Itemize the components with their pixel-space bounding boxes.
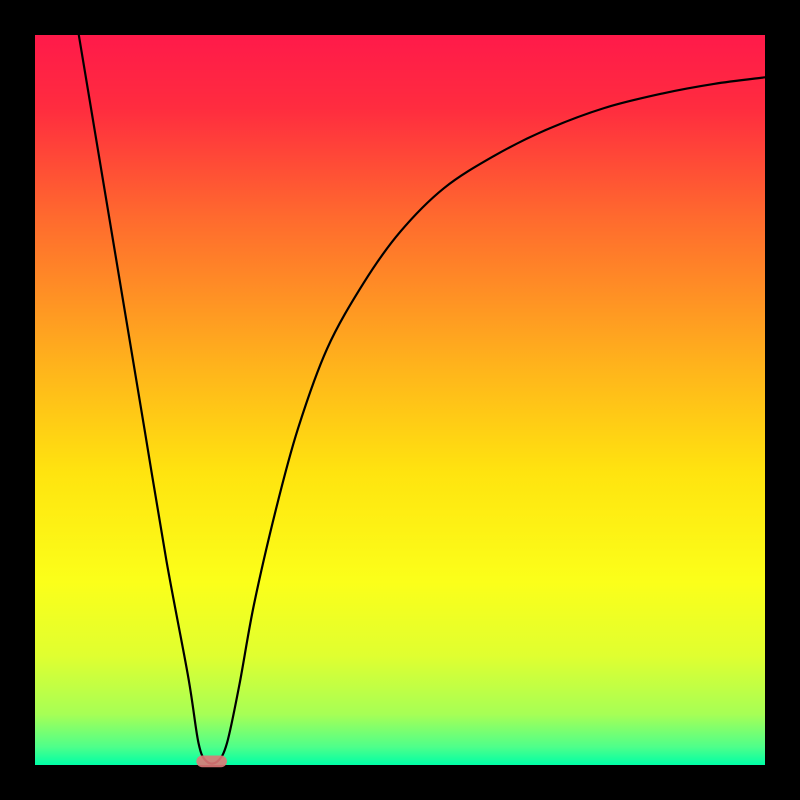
chart-svg xyxy=(0,0,800,800)
plot-background xyxy=(35,35,765,765)
watermark-text: TheBottleneck.com xyxy=(607,4,790,30)
optimal-marker xyxy=(196,756,227,768)
bottleneck-chart: TheBottleneck.com xyxy=(0,0,800,800)
